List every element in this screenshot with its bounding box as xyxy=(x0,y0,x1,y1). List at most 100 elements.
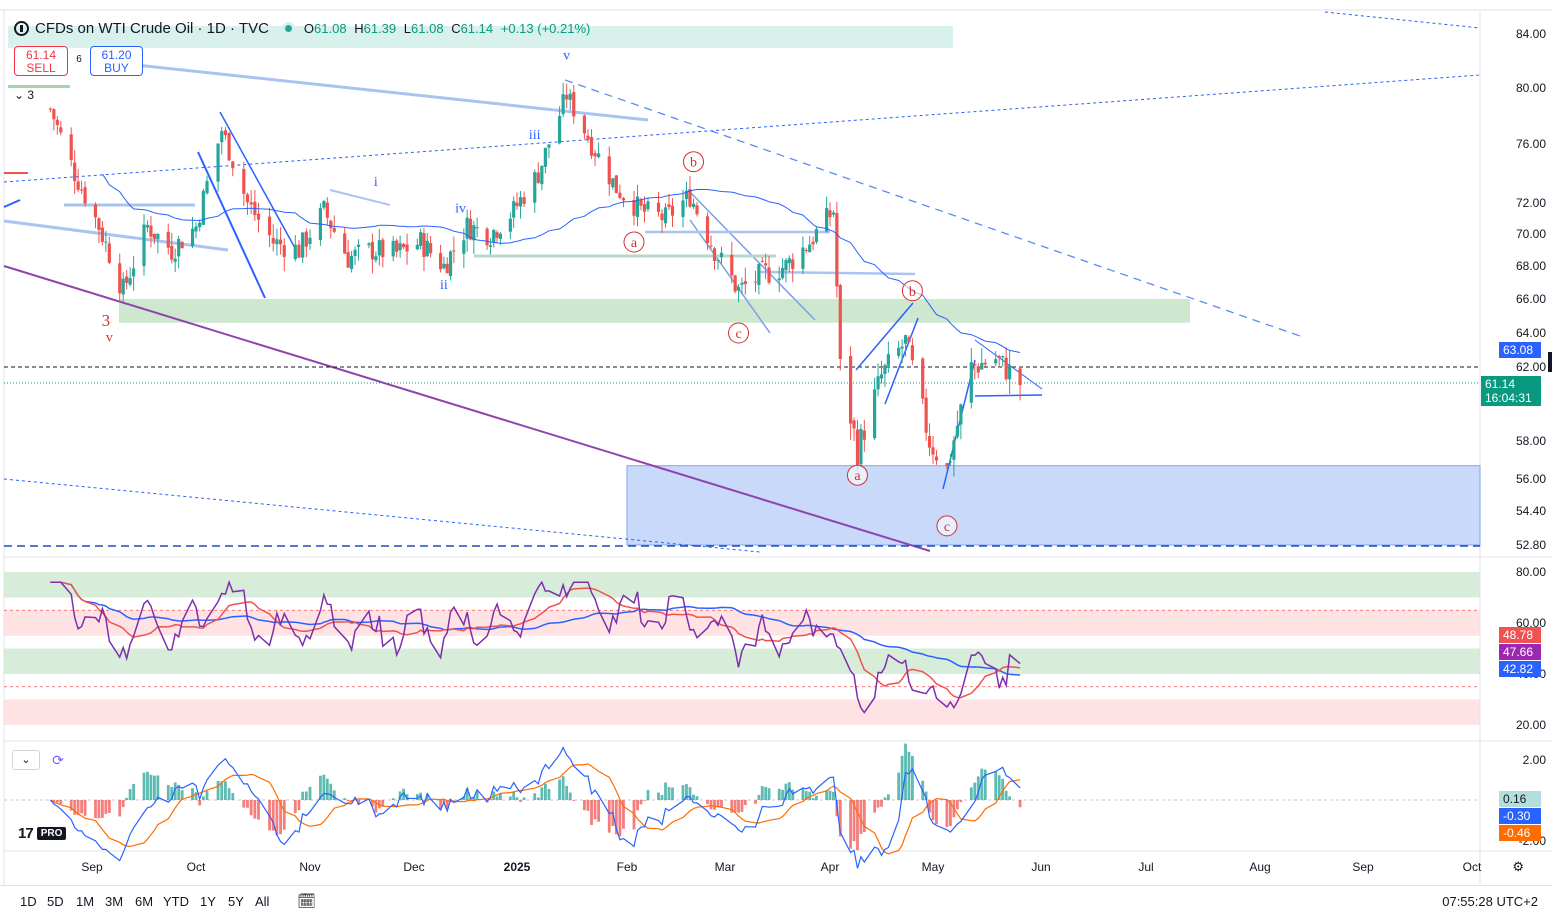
channel-line[interactable] xyxy=(3,219,229,252)
candle[interactable] xyxy=(495,232,499,238)
candle[interactable] xyxy=(245,194,250,203)
candle[interactable] xyxy=(825,207,829,232)
candle[interactable] xyxy=(688,189,692,207)
candle[interactable] xyxy=(278,239,283,245)
macd-signal-line[interactable] xyxy=(50,763,1021,855)
candle[interactable] xyxy=(256,213,261,220)
candle[interactable] xyxy=(97,218,101,230)
candle[interactable] xyxy=(353,249,357,256)
candle[interactable] xyxy=(301,232,305,258)
top-dotted-trend-line[interactable] xyxy=(1324,11,1481,29)
candle[interactable] xyxy=(709,245,713,247)
candle[interactable] xyxy=(948,461,953,463)
candle[interactable] xyxy=(757,264,761,285)
candle[interactable] xyxy=(121,278,125,295)
candle[interactable] xyxy=(445,263,449,274)
candle[interactable] xyxy=(831,212,836,215)
candle[interactable] xyxy=(921,358,925,399)
candle[interactable] xyxy=(852,420,856,429)
level-line[interactable] xyxy=(329,189,391,206)
candle[interactable] xyxy=(586,135,590,140)
candle[interactable] xyxy=(900,346,904,349)
candle[interactable] xyxy=(452,250,456,252)
wave-line[interactable] xyxy=(197,151,266,299)
candle[interactable] xyxy=(983,362,987,365)
candle[interactable] xyxy=(873,389,877,439)
moving-average-line[interactable] xyxy=(101,173,1021,353)
candle[interactable] xyxy=(681,200,685,217)
support-zone[interactable] xyxy=(119,299,1190,323)
candle[interactable] xyxy=(125,276,129,283)
candle[interactable] xyxy=(73,162,77,182)
lower-dotted-trend-line[interactable] xyxy=(3,478,761,553)
triangle-line[interactable] xyxy=(974,394,1043,397)
candle[interactable] xyxy=(132,268,136,277)
candle[interactable] xyxy=(198,222,202,228)
candle[interactable] xyxy=(438,253,443,270)
candle[interactable] xyxy=(429,243,433,254)
candle[interactable] xyxy=(784,260,788,271)
purple-trend-line[interactable] xyxy=(3,265,931,552)
target-zone[interactable] xyxy=(626,465,1481,546)
candle[interactable] xyxy=(976,366,980,373)
candle[interactable] xyxy=(329,220,333,229)
candle[interactable] xyxy=(639,199,643,206)
candle[interactable] xyxy=(635,196,640,217)
refresh-icon[interactable]: ⟳ xyxy=(52,752,64,768)
candle[interactable] xyxy=(931,447,935,455)
candle[interactable] xyxy=(55,119,59,125)
candle[interactable] xyxy=(547,144,551,148)
candle[interactable] xyxy=(808,244,812,253)
candle[interactable] xyxy=(897,347,901,356)
candle[interactable] xyxy=(282,245,286,257)
candle[interactable] xyxy=(879,374,884,379)
candle[interactable] xyxy=(536,172,540,183)
rsi-long-ma-line[interactable] xyxy=(50,581,1021,676)
candle[interactable] xyxy=(980,362,984,370)
candle[interactable] xyxy=(642,204,647,212)
candle[interactable] xyxy=(787,258,791,264)
candle[interactable] xyxy=(695,205,699,215)
candle[interactable] xyxy=(924,397,928,433)
upper-dotted-trend-line[interactable] xyxy=(3,74,1481,183)
candle[interactable] xyxy=(607,156,611,185)
candle[interactable] xyxy=(308,237,312,245)
candle[interactable] xyxy=(621,198,626,201)
candle[interactable] xyxy=(733,275,737,292)
symbol-header[interactable]: CFDs on WTI Crude Oil · 1D · TVC O61.08 … xyxy=(14,17,594,39)
candle[interactable] xyxy=(767,267,771,283)
candle[interactable] xyxy=(475,227,479,229)
descending-dashed-line[interactable] xyxy=(564,79,1301,337)
candle[interactable] xyxy=(565,94,569,100)
calendar-icon[interactable]: 🗓 xyxy=(297,893,317,910)
rsi-line[interactable] xyxy=(50,579,1021,714)
candle[interactable] xyxy=(814,228,819,243)
candle[interactable] xyxy=(862,430,866,440)
triangle-line[interactable] xyxy=(974,339,1043,390)
candle[interactable] xyxy=(804,249,808,251)
candle[interactable] xyxy=(142,224,146,267)
candle[interactable] xyxy=(801,247,805,269)
candle[interactable] xyxy=(377,240,381,256)
range-button-3m[interactable]: 3M xyxy=(105,894,124,909)
candle[interactable] xyxy=(736,287,741,291)
candle[interactable] xyxy=(955,425,959,437)
candle[interactable] xyxy=(325,202,329,218)
candle[interactable] xyxy=(448,251,453,276)
candle[interactable] xyxy=(903,335,908,344)
candle[interactable] xyxy=(205,181,209,194)
candle[interactable] xyxy=(597,153,601,158)
candle[interactable] xyxy=(522,197,526,204)
candle[interactable] xyxy=(391,240,395,257)
candle[interactable] xyxy=(488,245,493,247)
candle[interactable] xyxy=(367,243,371,246)
pane-resize-handle[interactable] xyxy=(1548,352,1552,372)
candle[interactable] xyxy=(1018,368,1022,385)
sell-button[interactable]: 61.14 SELL xyxy=(14,46,68,76)
candle[interactable] xyxy=(267,216,272,236)
candle[interactable] xyxy=(59,127,63,133)
candle[interactable] xyxy=(777,278,781,281)
candle[interactable] xyxy=(201,190,205,225)
candle[interactable] xyxy=(395,240,399,252)
candle[interactable] xyxy=(180,241,184,249)
